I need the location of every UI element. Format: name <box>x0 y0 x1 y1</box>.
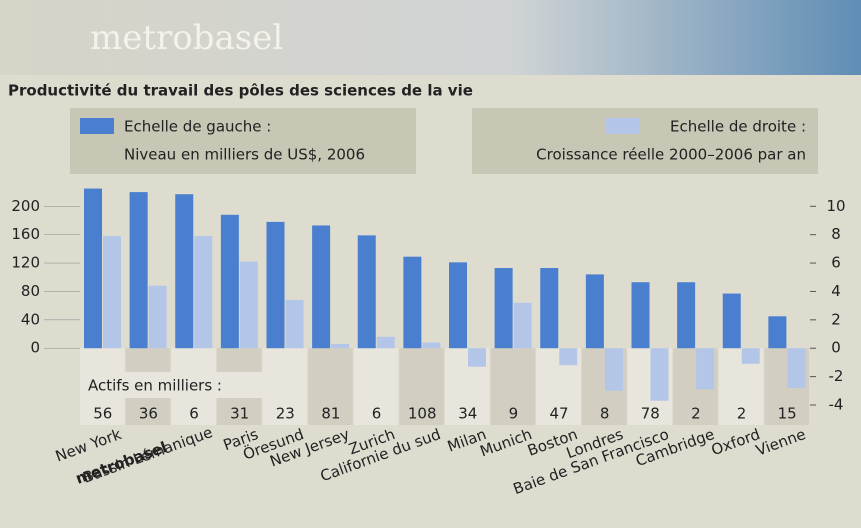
legend-description: Niveau en milliers de US$, 2006 <box>124 146 365 164</box>
table-value: 81 <box>321 405 340 423</box>
bar <box>632 282 650 348</box>
y-tick-label: 160 <box>11 225 40 243</box>
table-value: 34 <box>458 405 477 423</box>
table-value: 2 <box>737 405 747 423</box>
bar <box>514 303 532 348</box>
table-value: 47 <box>550 405 569 423</box>
bar <box>586 274 604 348</box>
bar <box>723 294 741 349</box>
x-tick-label: Vienne <box>753 425 808 460</box>
bar <box>377 337 395 348</box>
table-value: 6 <box>372 405 382 423</box>
table-value: 8 <box>600 405 610 423</box>
table-value: 56 <box>93 405 112 423</box>
bar <box>468 348 486 366</box>
table-value: 36 <box>139 405 158 423</box>
bar <box>540 268 558 348</box>
legend-swatch <box>80 118 114 134</box>
bar <box>103 236 121 348</box>
bar <box>768 316 786 348</box>
y2-tick-label: 4 <box>831 282 841 300</box>
bar <box>559 348 577 365</box>
bar <box>651 348 669 401</box>
y-tick-label: 0 <box>30 339 40 357</box>
bar <box>677 282 695 348</box>
bar <box>696 348 714 389</box>
legend-label: Echelle de gauche : <box>124 118 271 136</box>
bar <box>605 348 623 391</box>
bar <box>130 192 148 348</box>
bar <box>175 194 193 348</box>
table-value: 6 <box>189 405 199 423</box>
y-tick-label: 80 <box>21 282 40 300</box>
bar <box>194 236 212 348</box>
bar <box>449 262 467 348</box>
table-label: Actifs en milliers : <box>88 377 222 395</box>
bar <box>221 215 239 348</box>
bar <box>331 344 349 348</box>
bar <box>358 235 376 348</box>
y-tick-label: 200 <box>11 197 40 215</box>
bar <box>787 348 805 388</box>
table-value: 31 <box>230 405 249 423</box>
y2-tick-label: 0 <box>831 339 841 357</box>
bar <box>312 225 330 348</box>
bar <box>403 257 421 349</box>
chart-title: Productivité du travail des pôles des sc… <box>8 82 473 100</box>
bar <box>240 262 258 349</box>
y2-tick-label: 6 <box>831 254 841 272</box>
table-value: 9 <box>509 405 519 423</box>
bar <box>149 286 167 348</box>
bar <box>495 268 513 348</box>
y2-tick-label: 2 <box>831 310 841 328</box>
bar <box>422 343 440 349</box>
legend-swatch <box>606 118 640 134</box>
table-value: 2 <box>691 405 701 423</box>
y2-tick-label: -4 <box>829 396 844 414</box>
y2-tick-label: 8 <box>831 225 841 243</box>
y2-tick-label: -2 <box>829 367 844 385</box>
y2-tick-label: 10 <box>826 197 845 215</box>
legend-label: Echelle de droite : <box>670 118 806 136</box>
legend-description: Croissance réelle 2000–2006 par an <box>536 146 806 164</box>
y-tick-label: 40 <box>21 310 40 328</box>
bar <box>286 300 304 348</box>
bar <box>742 348 760 364</box>
logo: metrobasel <box>90 18 283 58</box>
chart: metrobasel Productivité du travail des p… <box>0 0 861 524</box>
table-value: 15 <box>778 405 797 423</box>
y-tick-label: 120 <box>11 254 40 272</box>
table-value: 23 <box>276 405 295 423</box>
table-value: 78 <box>641 405 660 423</box>
table-value: 108 <box>408 405 437 423</box>
bar <box>84 189 102 349</box>
bar <box>267 222 285 348</box>
